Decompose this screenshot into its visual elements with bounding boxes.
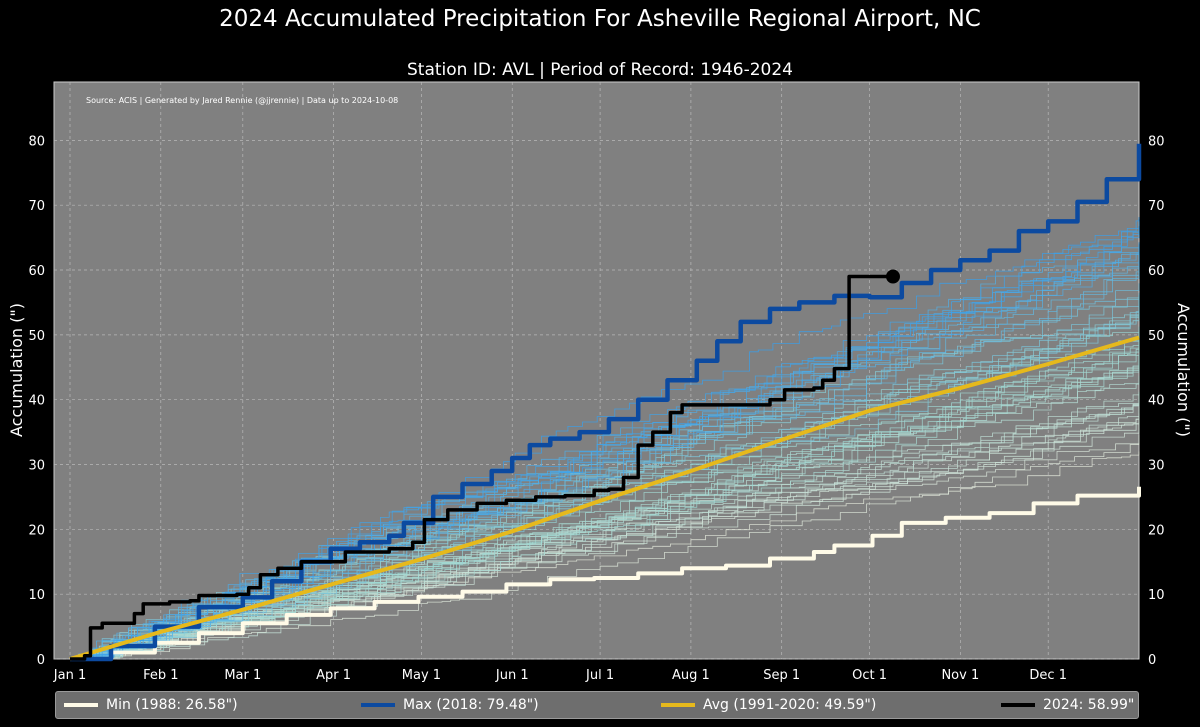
legend: Min (1988: 26.58") Max (2018: 79.48") Av… [55, 691, 1139, 719]
y-tick-right-20: 20 [1148, 523, 1165, 538]
background-year-line [70, 355, 1140, 660]
x-tick-0: Jan 1 [53, 668, 86, 683]
background-year-line [70, 273, 1140, 660]
y-tick-right-30: 30 [1148, 459, 1165, 474]
y-tick-right-50: 50 [1148, 329, 1165, 344]
x-tick-8: Sep 1 [763, 668, 800, 683]
series-lines [69, 143, 1142, 662]
background-year-line [70, 217, 1140, 660]
legend-swatch-2024 [1001, 703, 1035, 707]
y-tick-right-0: 0 [1148, 653, 1156, 668]
legend-label-avg: Avg (1991-2020: 49.59") [703, 697, 877, 713]
background-year-line [70, 268, 1140, 660]
y-tick-right-40: 40 [1148, 394, 1165, 409]
x-tick-9: Oct 1 [852, 668, 887, 683]
background-year-line [70, 262, 1140, 660]
background-year-line [70, 242, 1140, 660]
y-tick-left-20: 20 [28, 523, 45, 538]
series-avg-line [69, 335, 1140, 661]
x-tick-1: Feb 1 [143, 668, 178, 683]
background-year-line [70, 297, 1140, 660]
background-year-line [70, 341, 1140, 660]
series-2024-line [70, 274, 895, 661]
y-axis-label-left: Accumulation (") [7, 303, 26, 437]
legend-item-avg: Avg (1991-2020: 49.59") [661, 692, 876, 718]
legend-swatch-max [361, 703, 395, 707]
y-tick-right-10: 10 [1148, 588, 1165, 603]
grid [54, 82, 1139, 660]
y-tick-left-0: 0 [37, 653, 45, 668]
background-year-line [70, 219, 1140, 660]
chart-subtitle: Station ID: AVL | Period of Record: 1946… [407, 60, 793, 80]
x-tick-6: Jul 1 [585, 668, 614, 683]
x-tick-2: Mar 1 [224, 668, 261, 683]
x-tick-7: Aug 1 [672, 668, 710, 683]
y-tick-left-10: 10 [28, 588, 45, 603]
background-year-line [70, 402, 1140, 660]
source-note: Source: ACIS | Generated by Jared Rennie… [86, 96, 398, 105]
legend-swatch-avg [661, 703, 695, 707]
legend-item-2024: 2024: 58.99" [1001, 692, 1134, 718]
y-tick-left-60: 60 [28, 264, 45, 279]
background-year-line [70, 226, 1140, 660]
series-min-line [70, 486, 1141, 661]
y-axis-label-right: Accumulation (") [1174, 303, 1193, 437]
y-tick-left-50: 50 [28, 329, 45, 344]
background-year-lines [70, 217, 1140, 660]
y-tick-right-80: 80 [1148, 134, 1165, 149]
axis-ticks: 0 0 10 10 20 20 30 30 40 40 50 50 60 60 70 70 80 80 Jan 1 F… [28, 134, 1164, 683]
legend-label-max: Max (2018: 79.48") [403, 697, 539, 713]
y-tick-right-70: 70 [1148, 199, 1165, 214]
background-year-line [70, 314, 1140, 660]
legend-item-min: Min (1988: 26.58") [64, 692, 238, 718]
background-year-line [70, 443, 1140, 660]
y-tick-left-70: 70 [28, 199, 45, 214]
x-tick-11: Dec 1 [1029, 668, 1067, 683]
y-tick-left-80: 80 [28, 134, 45, 149]
legend-swatch-min [64, 703, 98, 707]
chart-title: 2024 Accumulated Precipitation For Ashev… [219, 6, 981, 32]
background-year-line [70, 339, 1140, 660]
y-tick-right-60: 60 [1148, 264, 1165, 279]
plot-area [53, 81, 1140, 660]
y-tick-left-30: 30 [28, 459, 45, 474]
legend-item-max: Max (2018: 79.48") [361, 692, 539, 718]
background-year-line [70, 251, 1140, 660]
x-tick-5: Jun 1 [495, 668, 529, 683]
legend-label-min: Min (1988: 26.58") [106, 697, 238, 713]
y-tick-left-40: 40 [28, 394, 45, 409]
background-year-line [70, 353, 1140, 660]
background-year-line [70, 245, 1140, 660]
x-tick-3: Apr 1 [316, 668, 351, 683]
x-tick-4: May 1 [402, 668, 441, 683]
endpoint-marker-2024 [885, 269, 900, 284]
x-tick-10: Nov 1 [941, 668, 979, 683]
legend-label-2024: 2024: 58.99" [1043, 697, 1135, 713]
